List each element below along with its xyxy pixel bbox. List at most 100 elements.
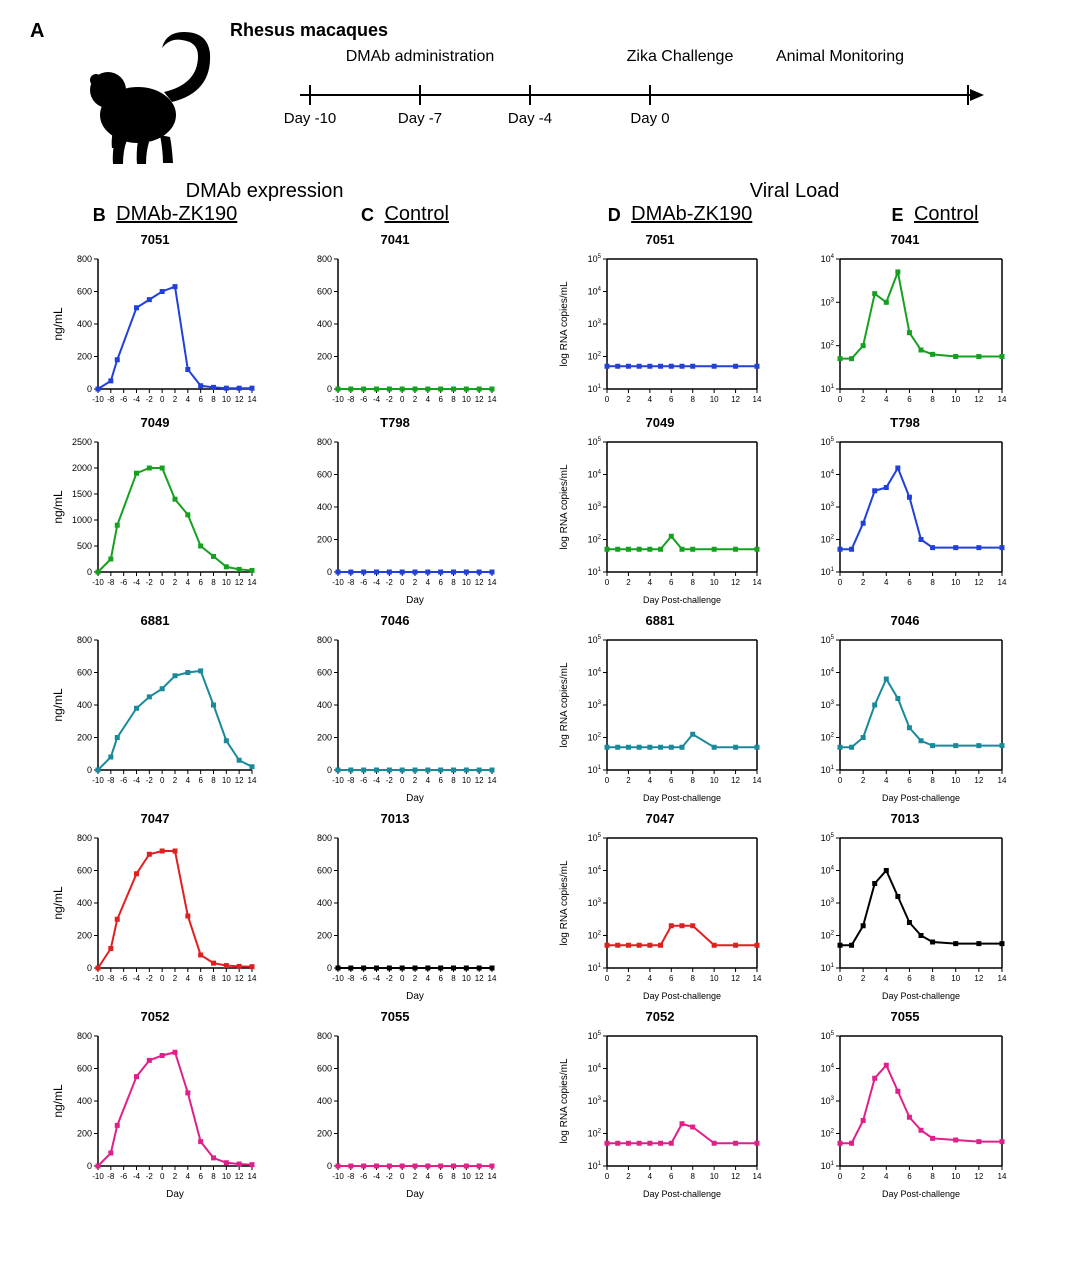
chart-svg: 0200400600800-10-8-6-4-202468101214Day <box>290 828 500 1003</box>
svg-text:14: 14 <box>488 395 497 404</box>
svg-text:101: 101 <box>588 963 602 973</box>
chart-cell-c: T7980200400600800-10-8-6-4-202468101214D… <box>280 415 510 607</box>
svg-text:-10: -10 <box>332 1172 344 1181</box>
col-d-title: DMAb-ZK190 <box>631 203 752 225</box>
svg-text:6: 6 <box>198 974 203 983</box>
chart-svg: 10110210310410502468101214Day Post-chall… <box>555 828 765 1003</box>
svg-text:600: 600 <box>317 287 332 297</box>
chart-title: 7051 <box>30 232 280 247</box>
svg-text:102: 102 <box>588 535 602 545</box>
chart-svg: 10110210310410502468101214Day Post-chall… <box>555 1026 765 1201</box>
svg-text:2: 2 <box>173 974 178 983</box>
svg-text:4: 4 <box>426 974 431 983</box>
svg-text:4: 4 <box>426 395 431 404</box>
svg-text:0: 0 <box>87 567 92 577</box>
svg-text:8: 8 <box>690 776 695 785</box>
svg-text:6: 6 <box>907 974 912 983</box>
svg-text:8: 8 <box>451 578 456 587</box>
svg-text:14: 14 <box>753 578 762 587</box>
svg-text:12: 12 <box>475 395 484 404</box>
section-header-expression: DMAb expression <box>30 180 499 203</box>
svg-text:log RNA copies/mL: log RNA copies/mL <box>559 860 570 945</box>
svg-text:-2: -2 <box>386 776 394 785</box>
svg-text:0: 0 <box>327 765 332 775</box>
svg-text:-6: -6 <box>360 1172 368 1181</box>
svg-text:14: 14 <box>998 974 1007 983</box>
svg-text:log RNA copies/mL: log RNA copies/mL <box>559 464 570 549</box>
svg-text:6: 6 <box>438 1172 443 1181</box>
svg-text:6: 6 <box>669 1172 674 1181</box>
svg-text:12: 12 <box>235 776 244 785</box>
chart-cell-d: 705110110210310410502468101214log RNA co… <box>510 232 790 409</box>
svg-text:800: 800 <box>317 254 332 264</box>
svg-text:10: 10 <box>222 395 231 404</box>
svg-text:14: 14 <box>248 578 257 587</box>
chart-title: 7055 <box>790 1009 1020 1024</box>
chart-cell-b: 704905001000150020002500-10-8-6-4-202468… <box>30 415 280 592</box>
svg-text:12: 12 <box>731 776 740 785</box>
svg-text:14: 14 <box>488 1172 497 1181</box>
svg-text:101: 101 <box>588 1161 602 1171</box>
chart-svg: 0200400600800-10-8-6-4-202468101214Day <box>290 630 500 805</box>
svg-text:0: 0 <box>160 776 165 785</box>
svg-text:105: 105 <box>821 833 835 843</box>
svg-text:8: 8 <box>690 1172 695 1181</box>
svg-text:104: 104 <box>821 254 835 264</box>
svg-text:12: 12 <box>731 974 740 983</box>
svg-text:8: 8 <box>451 974 456 983</box>
svg-text:101: 101 <box>588 384 602 394</box>
svg-text:10: 10 <box>710 776 719 785</box>
svg-text:10: 10 <box>951 395 960 404</box>
chart-cell-d: 705210110210310410502468101214Day Post-c… <box>510 1009 790 1201</box>
svg-text:-6: -6 <box>360 776 368 785</box>
svg-text:8: 8 <box>930 1172 935 1181</box>
svg-text:8: 8 <box>690 395 695 404</box>
svg-text:103: 103 <box>588 1096 602 1106</box>
svg-text:12: 12 <box>974 776 983 785</box>
svg-text:101: 101 <box>821 384 835 394</box>
svg-text:400: 400 <box>317 319 332 329</box>
svg-text:-2: -2 <box>386 1172 394 1181</box>
svg-text:0: 0 <box>605 1172 610 1181</box>
chart-cell-c: 70410200400600800-10-8-6-4-202468101214 <box>280 232 510 409</box>
svg-text:4: 4 <box>648 974 653 983</box>
chart-svg: 0200400600800-10-8-6-4-202468101214Dayng… <box>50 1026 260 1201</box>
svg-text:2: 2 <box>861 395 866 404</box>
svg-text:log RNA copies/mL: log RNA copies/mL <box>559 281 570 366</box>
svg-text:0: 0 <box>160 974 165 983</box>
chart-svg: 10110210310402468101214 <box>800 249 1010 409</box>
svg-text:4: 4 <box>648 578 653 587</box>
svg-text:ng/mL: ng/mL <box>51 307 65 341</box>
svg-text:-2: -2 <box>146 776 154 785</box>
svg-text:103: 103 <box>588 502 602 512</box>
svg-text:4: 4 <box>426 776 431 785</box>
chart-cell-d: 704910110210310410502468101214Day Post-c… <box>510 415 790 607</box>
svg-text:8: 8 <box>930 776 935 785</box>
svg-text:104: 104 <box>821 1064 835 1074</box>
svg-text:14: 14 <box>248 776 257 785</box>
svg-text:104: 104 <box>821 668 835 678</box>
svg-text:0: 0 <box>160 1172 165 1181</box>
chart-title: 7047 <box>30 811 280 826</box>
svg-text:-8: -8 <box>347 974 355 983</box>
chart-cell-d: 704710110210310410502468101214Day Post-c… <box>510 811 790 1003</box>
svg-text:400: 400 <box>317 898 332 908</box>
svg-text:10: 10 <box>951 974 960 983</box>
svg-text:8: 8 <box>451 776 456 785</box>
svg-text:800: 800 <box>317 1031 332 1041</box>
svg-text:2: 2 <box>173 578 178 587</box>
chart-title: 7013 <box>280 811 510 826</box>
svg-text:800: 800 <box>317 437 332 447</box>
svg-text:101: 101 <box>821 567 835 577</box>
svg-text:-8: -8 <box>107 1172 115 1181</box>
timeline-title: Rhesus macaques <box>230 20 1050 41</box>
svg-text:0: 0 <box>838 974 843 983</box>
svg-text:2500: 2500 <box>72 437 92 447</box>
svg-text:103: 103 <box>821 700 835 710</box>
svg-text:0: 0 <box>400 578 405 587</box>
svg-text:2: 2 <box>861 974 866 983</box>
svg-text:103: 103 <box>821 898 835 908</box>
svg-text:10: 10 <box>710 974 719 983</box>
svg-text:105: 105 <box>588 833 602 843</box>
svg-text:105: 105 <box>588 635 602 645</box>
